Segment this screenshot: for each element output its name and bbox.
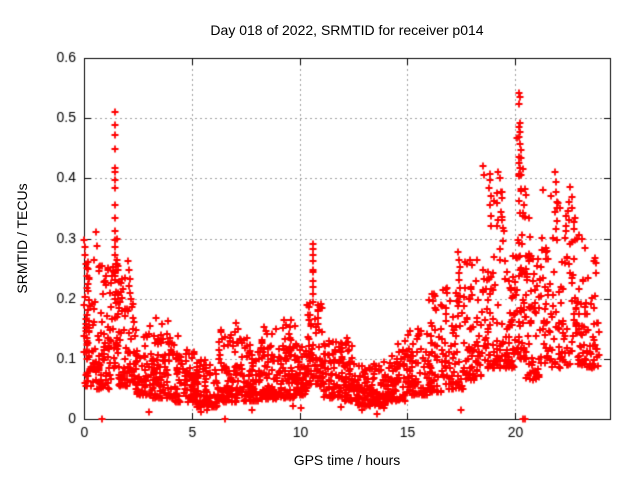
y-axis-label: SRMTID / TECUs — [14, 183, 30, 294]
chart-title: Day 018 of 2022, SRMTID for receiver p01… — [210, 22, 484, 38]
x-axis-label: GPS time / hours — [293, 452, 401, 468]
